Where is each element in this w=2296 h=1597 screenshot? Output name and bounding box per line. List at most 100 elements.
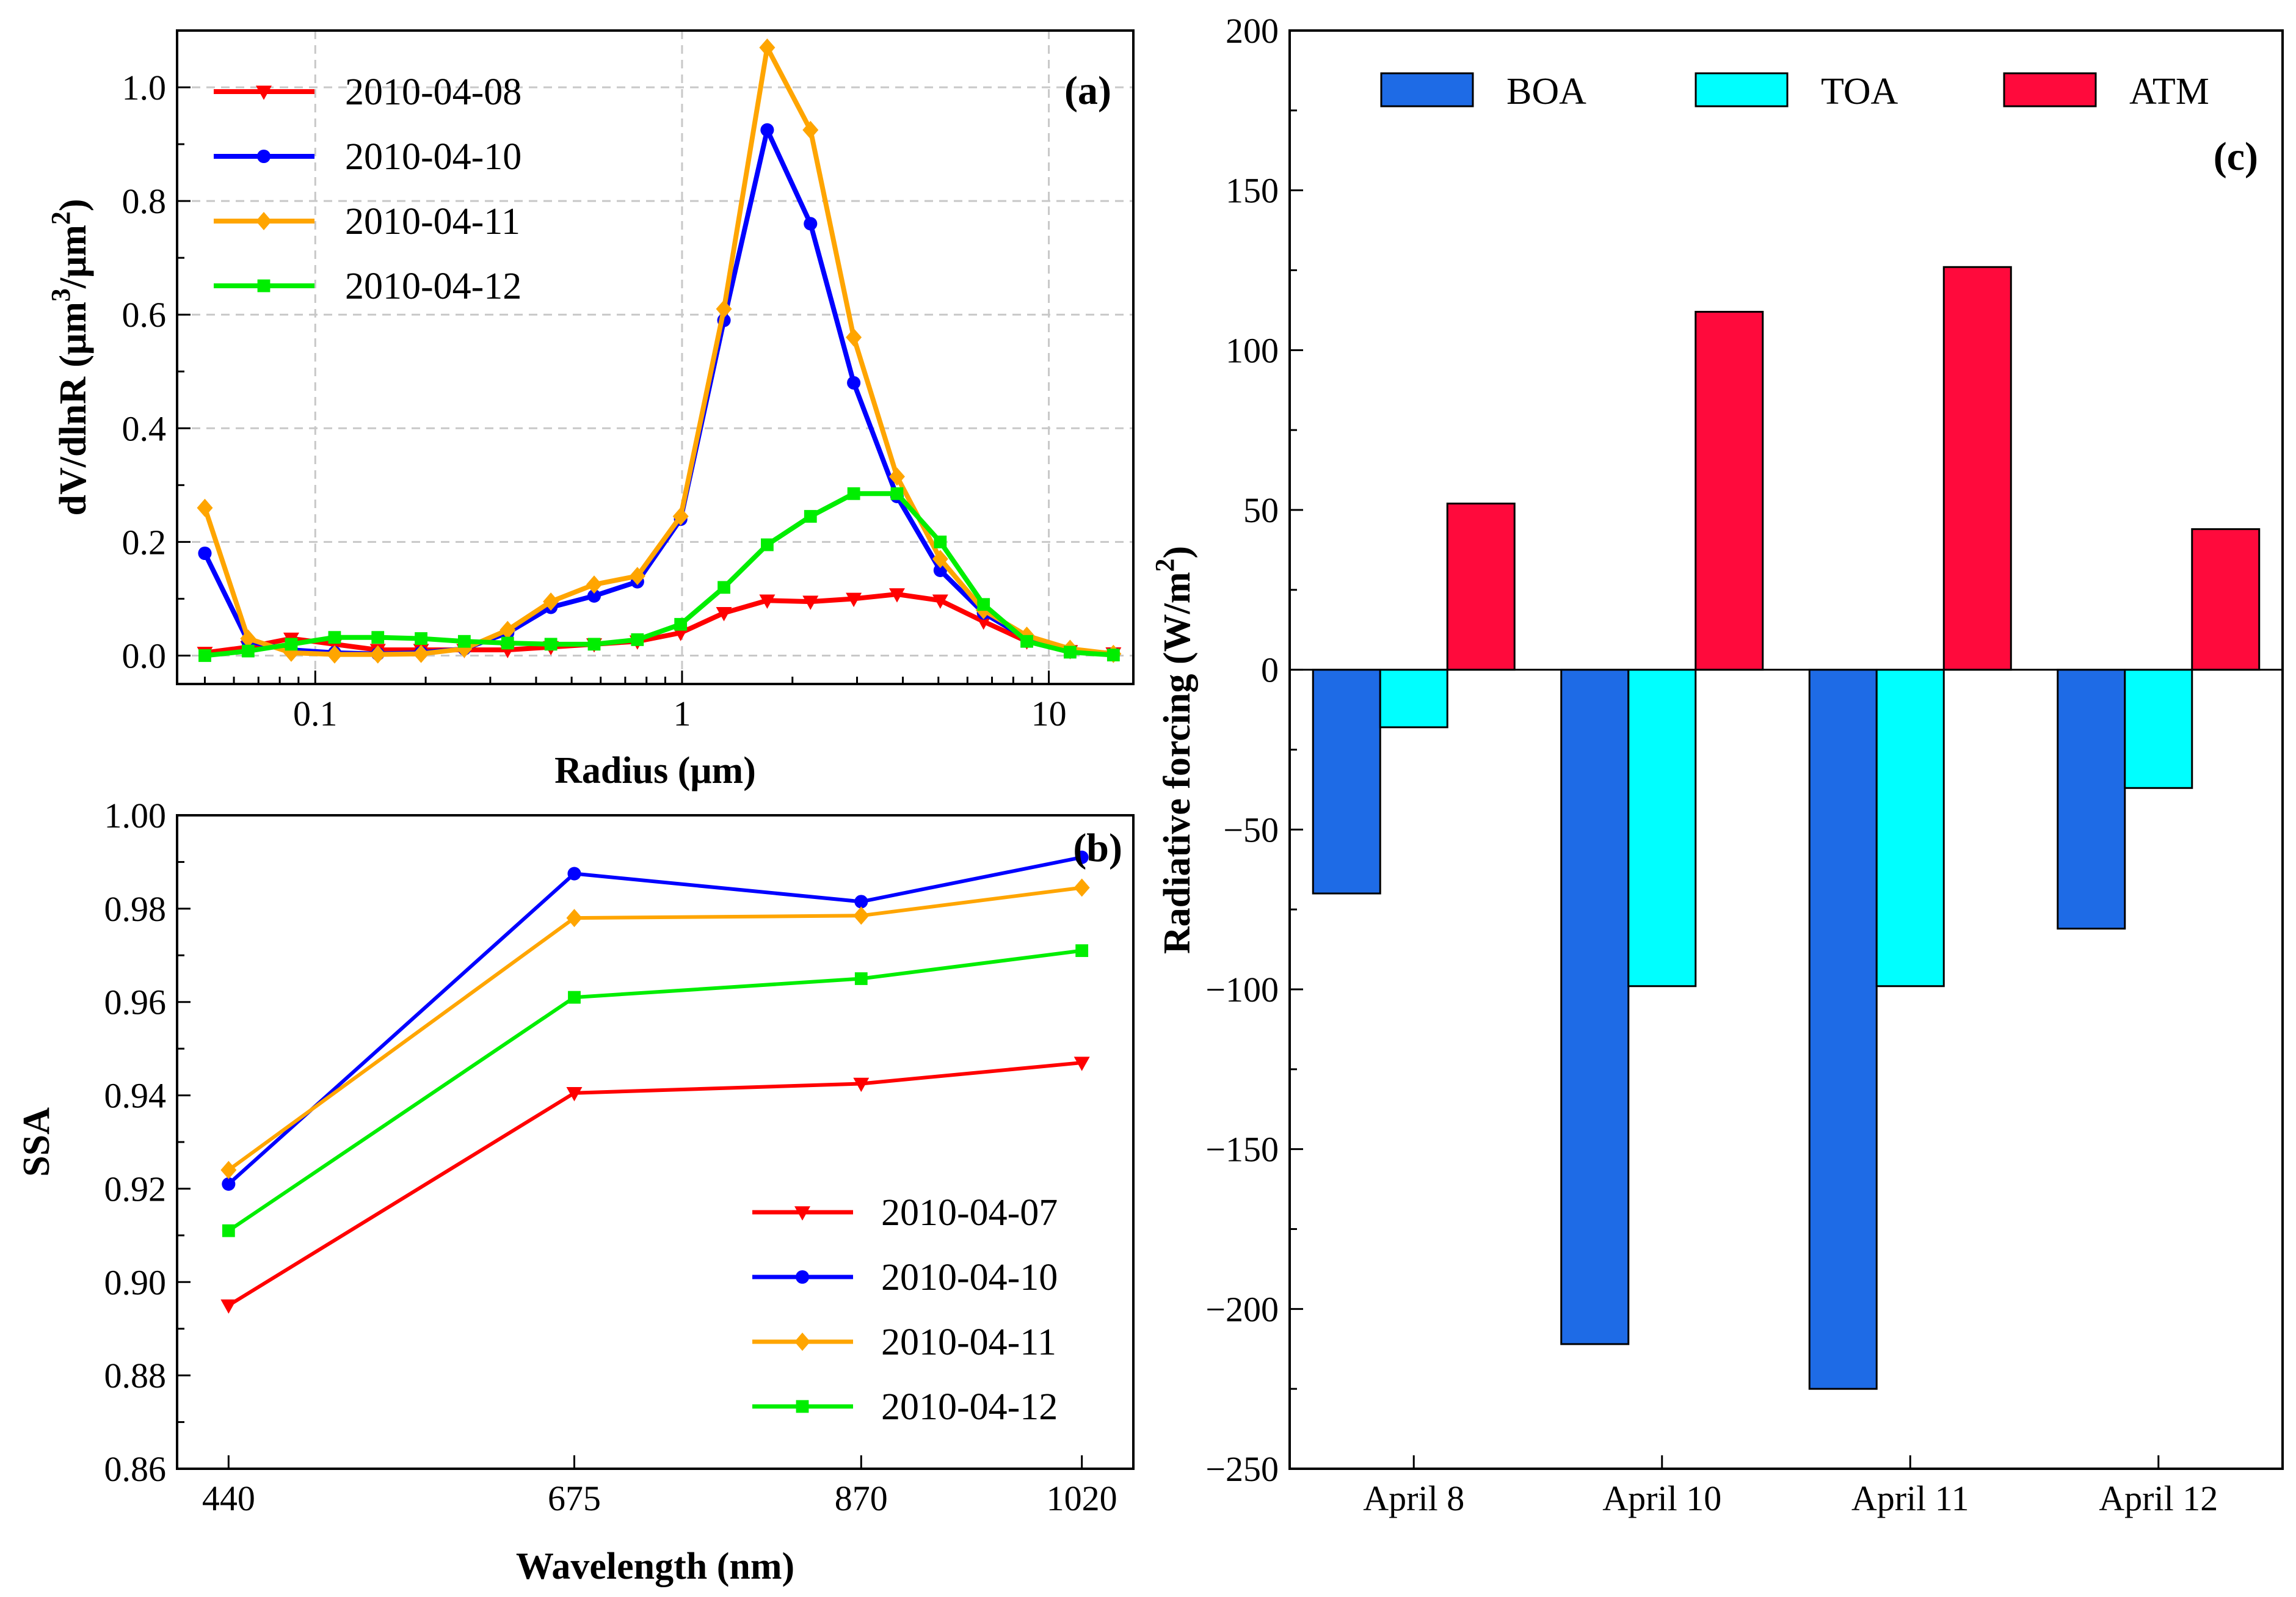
panel-c-radiative-forcing: −250 −200 −150 −100 −50 0 50 100 150 200 April 8 Ap… xyxy=(1150,11,2284,1518)
x-tick-label: 1020 xyxy=(1047,1479,1117,1518)
data-point xyxy=(1074,878,1090,897)
data-point xyxy=(760,123,774,137)
panel-b-xlabel: Wavelength (nm) xyxy=(516,1546,794,1587)
legend-label: 2010-04-11 xyxy=(881,1322,1056,1363)
data-point xyxy=(975,615,992,630)
legend-label: 2010-04-12 xyxy=(881,1386,1058,1428)
data-point xyxy=(500,620,516,639)
data-point xyxy=(672,507,689,526)
panel-c-ylabel: Radiative forcing (W/m2) xyxy=(1150,546,1198,954)
panel-c-bars xyxy=(1312,266,2261,1390)
x-tick-label: 10 xyxy=(1031,694,1067,733)
y-tick-label: 0.94 xyxy=(104,1076,167,1116)
legend-swatch xyxy=(2003,72,2097,107)
legend-marker xyxy=(256,85,272,100)
y-tick-label: 0.92 xyxy=(104,1169,167,1209)
legend-marker xyxy=(257,279,271,293)
legend-label: 2010-04-11 xyxy=(345,201,520,242)
x-tick-label: April 12 xyxy=(2099,1479,2218,1518)
data-point xyxy=(804,510,817,523)
data-point xyxy=(888,467,905,486)
bar-TOA xyxy=(2124,669,2193,789)
data-point xyxy=(932,594,948,609)
bar-TOA xyxy=(1627,669,1697,988)
y-tick-label: −50 xyxy=(1223,810,1279,849)
y-tick-label: 0 xyxy=(1261,650,1279,690)
data-point xyxy=(853,906,870,925)
y-tick-label: 1.00 xyxy=(104,796,167,835)
series-line-2010-04-11 xyxy=(202,45,1114,657)
data-point xyxy=(328,631,341,644)
data-point xyxy=(198,649,211,662)
y-tick-label: −250 xyxy=(1205,1449,1279,1489)
data-point xyxy=(566,1087,583,1102)
series-line-2010-04-11 xyxy=(227,886,1083,1172)
data-point xyxy=(568,991,581,1004)
data-point xyxy=(1106,649,1120,661)
data-point xyxy=(854,895,868,909)
series-line-2010-04-10 xyxy=(202,127,1114,657)
data-point xyxy=(222,1177,236,1191)
x-tick-label: 870 xyxy=(835,1479,888,1518)
y-tick-label: 150 xyxy=(1226,171,1279,211)
data-point xyxy=(587,589,601,603)
series-line-2010-04-12 xyxy=(205,491,1114,658)
data-point xyxy=(587,638,601,651)
data-point xyxy=(890,487,904,500)
data-point xyxy=(759,594,776,609)
panel-a-grid xyxy=(177,31,1133,684)
data-point xyxy=(220,1160,237,1179)
data-point xyxy=(544,638,558,651)
data-point xyxy=(1075,850,1089,864)
bar-ATM xyxy=(1695,311,1764,671)
data-point xyxy=(761,538,774,551)
panel-a-legend: 2010-04-08 2010-04-10 2010-04-11 2010-04-12 xyxy=(214,71,521,307)
y-tick-label: 1.0 xyxy=(122,68,167,107)
data-point xyxy=(371,631,385,644)
data-point xyxy=(759,38,776,57)
data-point xyxy=(674,617,688,631)
panel-a-series xyxy=(197,38,1122,664)
panel-a-frame xyxy=(176,29,1135,685)
y-tick-label: 0.98 xyxy=(104,889,167,929)
data-point xyxy=(457,635,471,648)
bar-ATM xyxy=(2191,528,2261,671)
x-tick-label: 440 xyxy=(202,1479,255,1518)
panel-b-legend: 2010-04-07 2010-04-10 2010-04-11 2010-04-12 xyxy=(752,1192,1058,1428)
data-point xyxy=(285,638,298,651)
legend-swatch xyxy=(1380,72,1474,107)
legend-label: 2010-04-08 xyxy=(345,71,521,113)
data-point xyxy=(1063,646,1077,659)
data-point xyxy=(718,581,730,594)
data-point xyxy=(198,546,212,561)
legend-label: 2010-04-10 xyxy=(345,136,521,178)
legend-label: BOA xyxy=(1506,71,1586,112)
data-point xyxy=(847,487,860,500)
panel-a-ticks: 0.1 1 10 0.0 0.2 0.4 0.6 0.8 1.0 xyxy=(122,68,1067,733)
y-tick-label: 0.0 xyxy=(122,636,167,675)
series-line-2010-04-08 xyxy=(204,591,1114,656)
panel-a-xlabel: Radius (μm) xyxy=(554,750,756,791)
series-line-2010-04-07 xyxy=(227,1061,1082,1308)
data-point xyxy=(413,644,429,663)
data-point xyxy=(220,1299,237,1314)
data-point xyxy=(629,567,645,586)
data-point xyxy=(501,636,514,650)
x-tick-label: April 8 xyxy=(1363,1479,1464,1518)
legend-marker xyxy=(256,149,271,164)
y-tick-label: −150 xyxy=(1205,1130,1279,1170)
y-tick-label: 50 xyxy=(1243,490,1279,530)
bar-BOA xyxy=(2057,669,2126,930)
y-tick-label: −200 xyxy=(1205,1289,1279,1329)
x-tick-label: April 11 xyxy=(1851,1479,1969,1518)
data-point xyxy=(586,575,602,594)
legend-marker xyxy=(796,1400,809,1413)
x-tick-label: 1 xyxy=(673,694,691,733)
y-tick-label: 0.96 xyxy=(104,983,167,1022)
y-tick-label: 200 xyxy=(1226,11,1279,51)
data-point xyxy=(888,588,905,603)
y-tick-label: 0.88 xyxy=(104,1356,167,1395)
data-point xyxy=(853,1077,870,1093)
data-point xyxy=(846,328,862,347)
